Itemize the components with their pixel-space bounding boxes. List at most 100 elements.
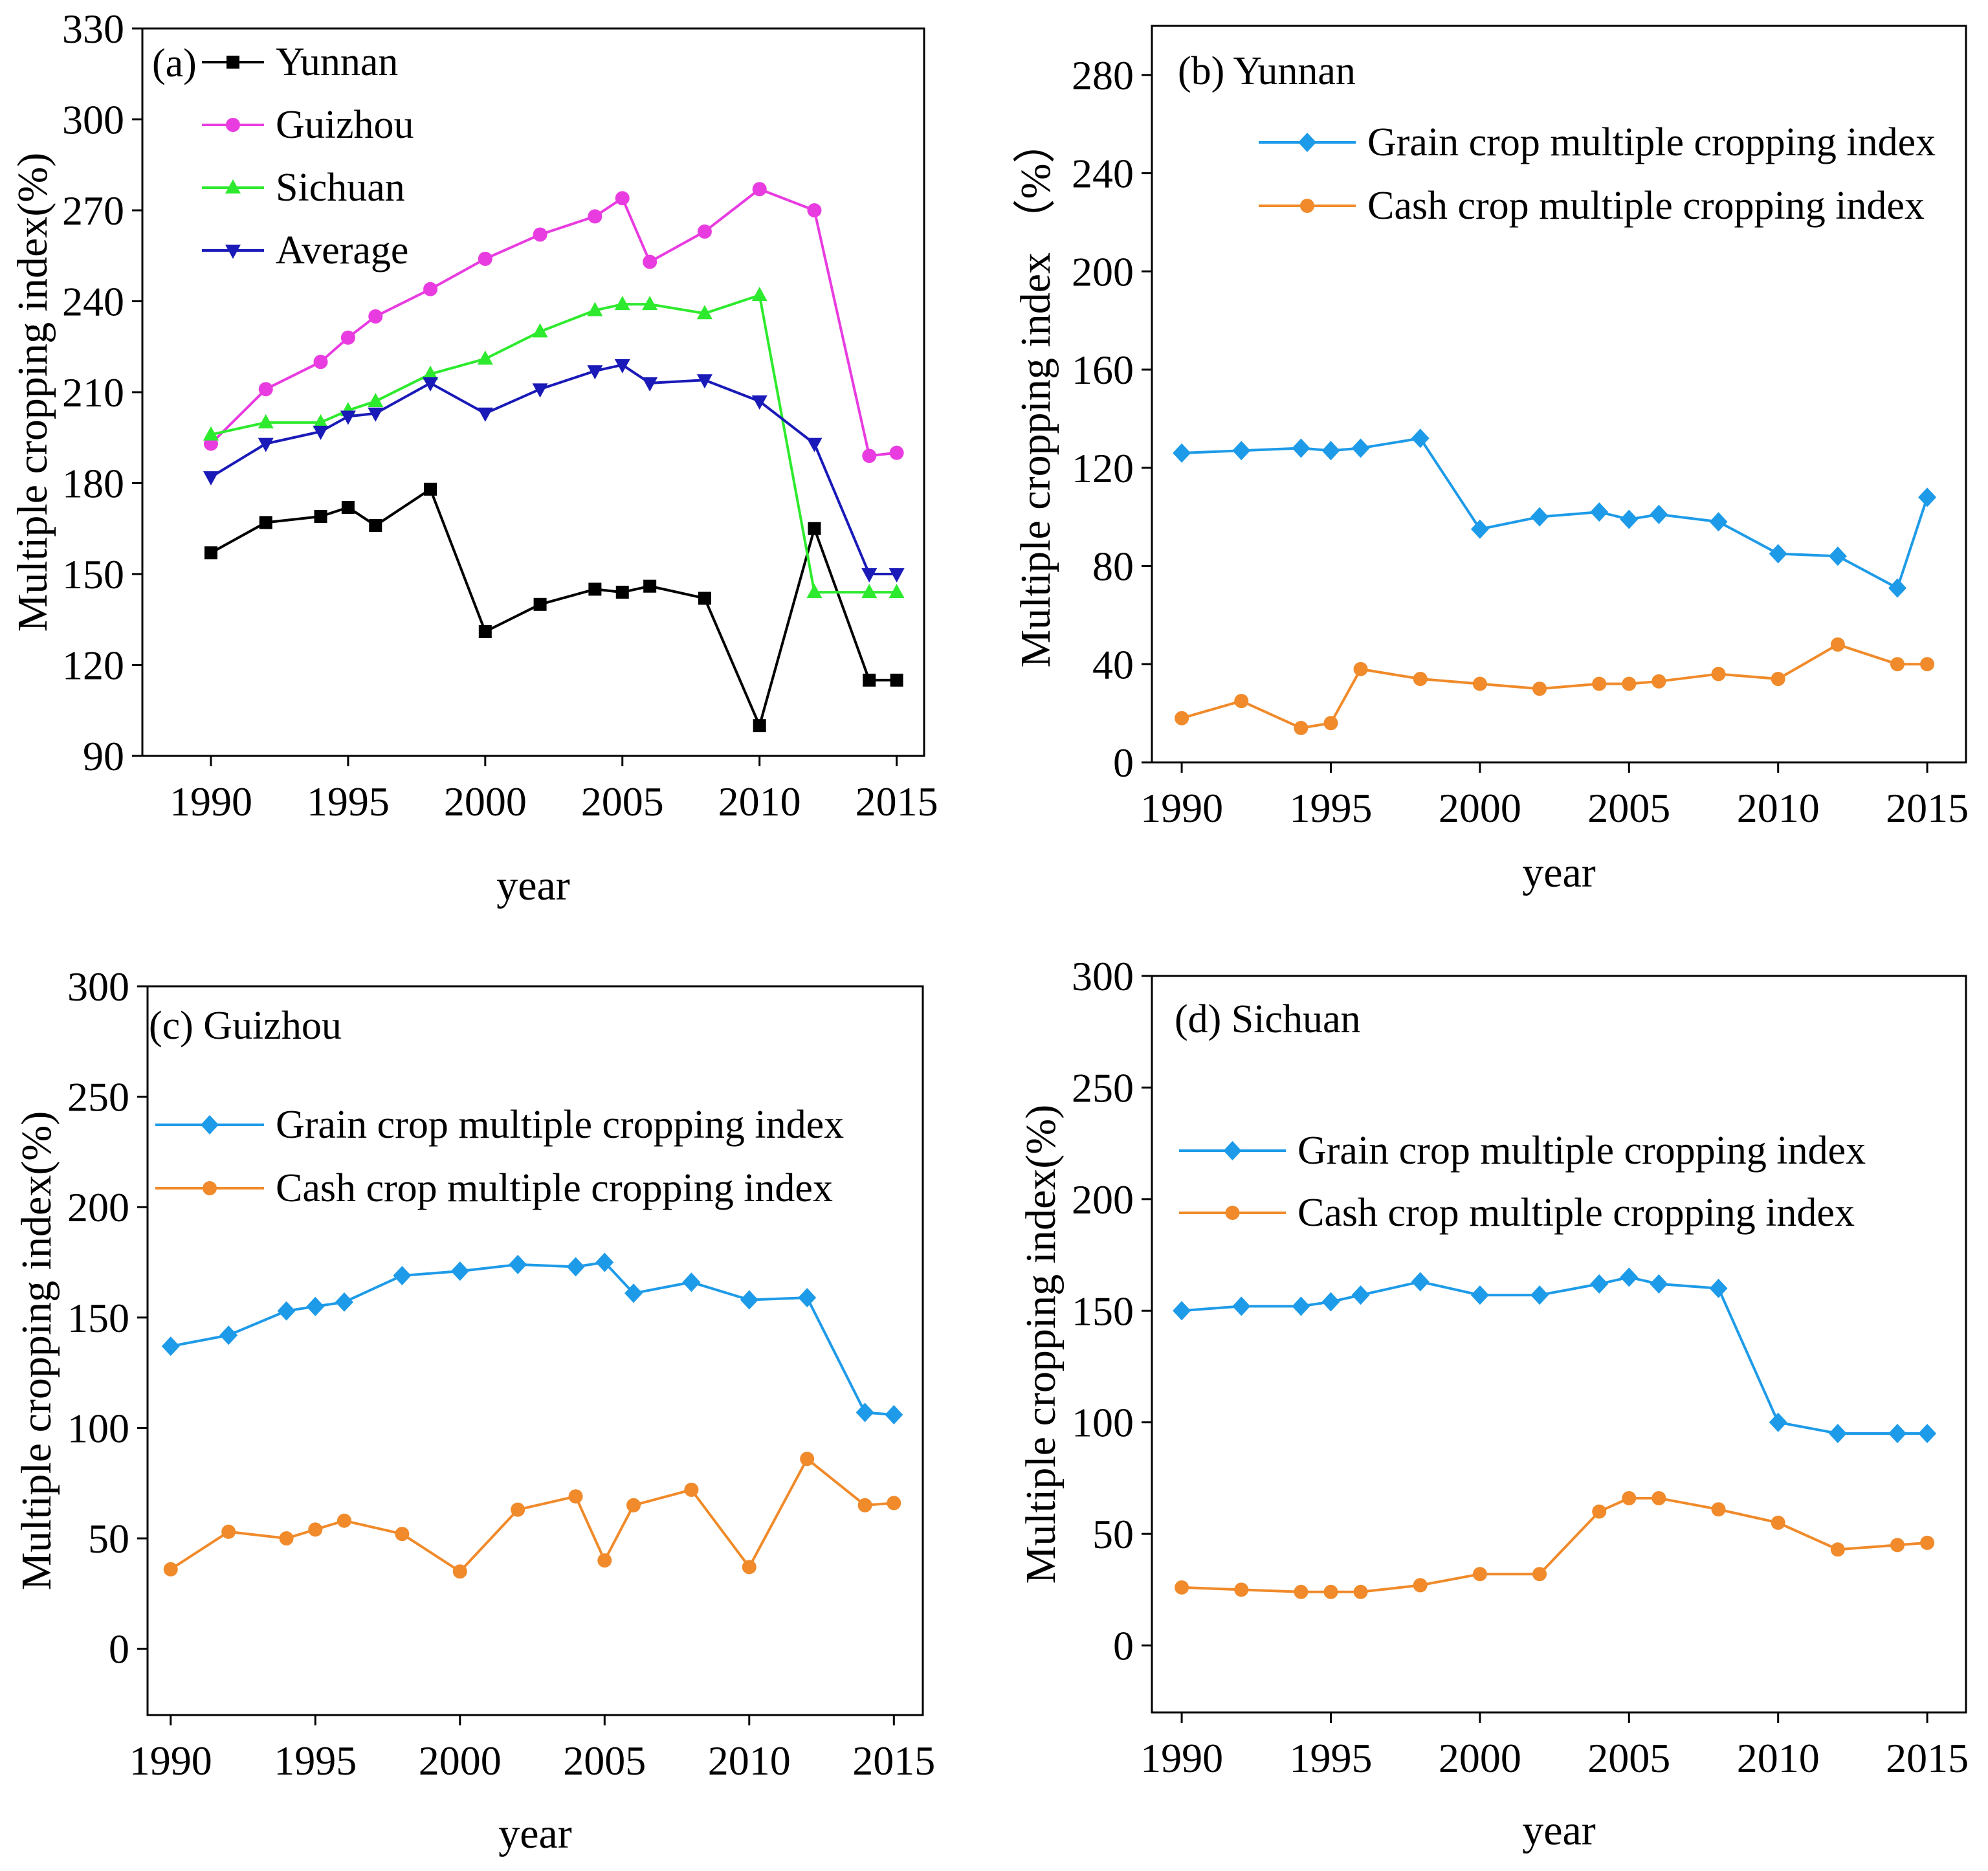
data-point-grain-crop-multiple-cropping-index <box>856 1402 874 1423</box>
data-point-sichuan <box>614 296 630 311</box>
series-cash-crop-multiple-cropping-index <box>163 1452 901 1579</box>
y-tick-label: 160 <box>1072 347 1134 393</box>
data-point-grain-crop-multiple-cropping-index <box>1828 1423 1847 1443</box>
plot-frame <box>1151 25 1967 764</box>
data-point-yunnan <box>424 482 437 496</box>
data-point-guizhou <box>368 309 383 324</box>
data-point-grain-crop-multiple-cropping-index <box>509 1254 527 1274</box>
data-point-sichuan <box>806 584 823 599</box>
x-tick-label: 2000 <box>1439 785 1521 831</box>
y-tick-label: 330 <box>62 6 124 52</box>
legend-label: Grain crop multiple cropping index <box>276 1103 844 1147</box>
data-point-guizhou <box>258 382 273 397</box>
legend-label: Grain crop multiple cropping index <box>1298 1129 1866 1173</box>
data-point-grain-crop-multiple-cropping-index <box>1351 1285 1370 1305</box>
y-axis-title: Multiple cropping index （%） <box>1012 120 1059 667</box>
legend-marker-yunnan <box>226 56 239 69</box>
data-point-cash-crop-multiple-cropping-index <box>279 1531 294 1546</box>
y-axis-title: Multiple cropping index(%) <box>1017 1105 1065 1584</box>
data-point-cash-crop-multiple-cropping-index <box>1323 716 1338 731</box>
y-tick-label: 50 <box>1092 1511 1134 1557</box>
x-tick-label: 2015 <box>1886 1735 1969 1781</box>
series-line-cash-crop-multiple-cropping-index <box>1182 1496 1928 1593</box>
data-point-grain-crop-multiple-cropping-index <box>1620 509 1639 529</box>
data-point-guizhou <box>643 254 657 269</box>
data-point-yunnan <box>204 546 217 560</box>
data-point-cash-crop-multiple-cropping-index <box>1890 1538 1905 1553</box>
data-point-cash-crop-multiple-cropping-index <box>1175 1580 1189 1595</box>
panel-b: 1990 1995 2000 2005 2010 2015 0 40 80 120 160 200 24… <box>1012 25 1969 896</box>
data-point-grain-crop-multiple-cropping-index <box>1321 1292 1340 1312</box>
x-tick-label: 2005 <box>1587 785 1670 831</box>
x-tick-label: 2010 <box>1737 785 1820 831</box>
data-point-cash-crop-multiple-cropping-index <box>1323 1584 1338 1599</box>
data-point-yunnan <box>478 625 492 638</box>
data-point-guizhou <box>862 448 877 463</box>
data-point-grain-crop-multiple-cropping-index <box>1650 504 1668 524</box>
legend-marker-sichuan <box>225 179 241 194</box>
y-tick-label: 150 <box>1072 1288 1134 1334</box>
data-point-cash-crop-multiple-cropping-index <box>887 1496 901 1511</box>
data-point-cash-crop-multiple-cropping-index <box>1651 1490 1666 1505</box>
series-guizhou <box>203 182 904 463</box>
data-point-guizhou <box>752 182 767 197</box>
data-point-grain-crop-multiple-cropping-index <box>1828 546 1847 566</box>
data-point-yunnan <box>259 516 272 529</box>
y-tick-label: 210 <box>62 370 124 415</box>
panel-d: 1990 1995 2000 2005 2010 2015 0 50 100 150 200 250 3… <box>1017 953 1969 1854</box>
legend: Yunnan Guizhou Sichuan Average <box>202 40 414 272</box>
x-tick-label: 2005 <box>563 1738 646 1784</box>
data-point-guizhou <box>807 203 822 217</box>
legend-marker-guizhou <box>226 118 240 132</box>
data-point-cash-crop-multiple-cropping-index <box>857 1498 872 1512</box>
y-tick-label: 50 <box>88 1516 129 1562</box>
data-point-cash-crop-multiple-cropping-index <box>1711 1502 1726 1517</box>
data-point-grain-crop-multiple-cropping-index <box>1292 438 1310 458</box>
x-tick-label: 1995 <box>307 779 390 825</box>
series-sichuan <box>203 287 905 599</box>
data-point-sichuan <box>313 414 329 428</box>
data-point-guizhou <box>423 282 438 296</box>
plot-frame <box>146 985 924 1716</box>
data-point-grain-crop-multiple-cropping-index <box>740 1290 758 1310</box>
y-tick-label: 0 <box>1113 1623 1134 1669</box>
data-point-grain-crop-multiple-cropping-index <box>1709 512 1728 532</box>
legend: Grain crop multiple cropping index Cash c… <box>1259 120 1936 228</box>
series-line-yunnan <box>210 487 897 727</box>
data-point-cash-crop-multiple-cropping-index <box>1920 657 1935 672</box>
data-point-grain-crop-multiple-cropping-index <box>885 1404 903 1424</box>
x-axis-title: year <box>1522 1807 1596 1854</box>
x-tick-label: 2010 <box>718 779 801 825</box>
panel-a: 1990 1995 2000 2005 2010 2015 90 120 150 180 210 24… <box>9 6 938 909</box>
data-point-cash-crop-multiple-cropping-index <box>1413 1578 1428 1593</box>
data-point-cash-crop-multiple-cropping-index <box>684 1482 699 1497</box>
data-point-sichuan <box>368 393 384 408</box>
data-point-average <box>477 407 493 422</box>
data-point-yunnan <box>698 592 711 605</box>
data-point-cash-crop-multiple-cropping-index <box>1353 1584 1368 1599</box>
y-tick-label: 300 <box>1072 953 1134 999</box>
data-point-yunnan <box>588 582 602 596</box>
legend-label: Average <box>276 228 408 272</box>
data-point-cash-crop-multiple-cropping-index <box>597 1553 612 1568</box>
y-axis-title: Multiple cropping index(%) <box>9 153 56 632</box>
legend-marker-cash-crop-multiple-cropping-index <box>1300 199 1314 213</box>
data-point-grain-crop-multiple-cropping-index <box>1351 438 1370 458</box>
series-line-sichuan <box>210 294 897 594</box>
data-point-sichuan <box>587 302 603 316</box>
y-tick-label: 90 <box>83 733 124 779</box>
series-grain-crop-multiple-cropping-index <box>1173 428 1937 598</box>
data-point-grain-crop-multiple-cropping-index <box>682 1272 701 1292</box>
legend-label: Guizhou <box>276 103 414 147</box>
panel-label: (d) Sichuan <box>1175 997 1361 1041</box>
data-point-sichuan <box>477 350 493 365</box>
data-point-average <box>642 377 658 392</box>
series-line-grain-crop-multiple-cropping-index <box>170 1261 894 1416</box>
data-point-sichuan <box>532 323 548 338</box>
data-point-grain-crop-multiple-cropping-index <box>450 1261 469 1281</box>
x-tick-label: 2000 <box>1439 1735 1521 1781</box>
data-point-cash-crop-multiple-cropping-index <box>1532 681 1547 696</box>
series-line-cash-crop-multiple-cropping-index <box>1181 643 1928 729</box>
x-tick-label: 2005 <box>581 779 664 825</box>
data-point-yunnan <box>533 597 547 611</box>
